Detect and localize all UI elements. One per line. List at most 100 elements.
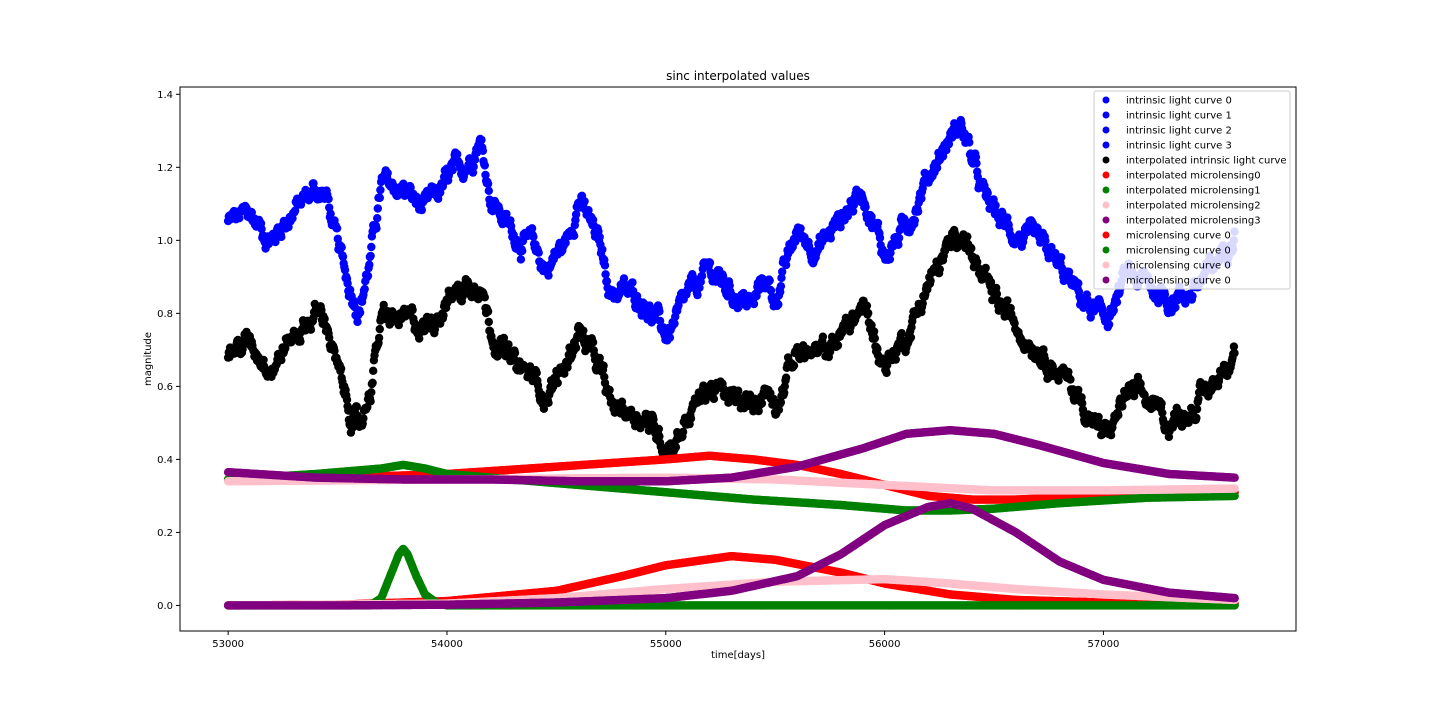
data-point [757, 399, 767, 408]
data-point [532, 368, 541, 378]
data-point [478, 146, 488, 155]
data-point [504, 340, 513, 349]
data-point [709, 394, 719, 404]
data-point [340, 265, 350, 275]
data-point [1057, 253, 1066, 262]
data-point [417, 205, 426, 215]
data-point [571, 210, 581, 219]
data-point [353, 317, 362, 327]
data-point [553, 378, 562, 388]
data-point [605, 385, 614, 395]
data-point [935, 265, 944, 274]
data-point [480, 293, 489, 302]
data-point [906, 333, 916, 342]
data-point [1074, 279, 1083, 288]
data-point [588, 338, 598, 347]
data-point [518, 246, 527, 256]
data-point [470, 155, 480, 164]
data-point [324, 194, 333, 204]
data-point [332, 224, 342, 233]
data-point [469, 162, 478, 171]
data-point [373, 214, 382, 223]
data-point [991, 201, 1000, 210]
data-point [862, 301, 872, 310]
data-point [1118, 402, 1127, 411]
data-point [516, 255, 526, 264]
data-point [375, 193, 384, 202]
data-point [376, 185, 385, 195]
data-point [368, 378, 377, 387]
data-point [277, 232, 286, 242]
data-point [352, 402, 361, 411]
data-point [367, 242, 376, 252]
series-0 [223, 115, 1239, 345]
data-point [678, 427, 688, 437]
data-point [271, 237, 280, 247]
data-point [967, 244, 976, 253]
data-point [374, 333, 384, 343]
data-point [439, 311, 448, 320]
data-point [366, 251, 375, 261]
data-point [1192, 413, 1201, 423]
data-point [913, 207, 923, 216]
data-point [697, 271, 707, 281]
chart-title: sinc interpolated values [666, 69, 810, 83]
data-point [1171, 303, 1180, 312]
data-point [776, 282, 786, 291]
data-point [601, 270, 610, 279]
data-point [483, 179, 493, 188]
data-point [483, 307, 493, 316]
data-point [296, 337, 305, 346]
data-point [599, 361, 608, 370]
data-point [628, 278, 637, 287]
data-point [595, 232, 604, 242]
data-point [655, 307, 664, 316]
data-point [383, 168, 392, 178]
data-point [926, 276, 935, 285]
data-point [873, 218, 883, 228]
data-point [870, 334, 879, 343]
data-point [326, 209, 335, 218]
data-point [670, 319, 679, 328]
data-point [580, 197, 589, 206]
data-point [257, 224, 266, 234]
data-point [360, 284, 369, 294]
data-point [579, 326, 588, 335]
data-point [337, 243, 346, 252]
data-point [373, 204, 382, 213]
data-point [826, 234, 835, 243]
data-point [963, 232, 972, 241]
data-point [1192, 404, 1202, 414]
data-point [359, 414, 368, 423]
data-point [571, 343, 581, 353]
data-point [561, 238, 570, 248]
data-point [484, 317, 493, 327]
data-point [1074, 385, 1083, 395]
data-point [686, 414, 696, 423]
data-point [527, 224, 537, 233]
data-point [864, 308, 873, 318]
data-point [448, 165, 457, 175]
data-point [705, 258, 715, 267]
data-point [1114, 411, 1123, 420]
data-point [693, 290, 702, 300]
data-point [453, 150, 462, 159]
data-point [477, 135, 486, 145]
data-point [1230, 348, 1239, 358]
data-point [1003, 296, 1012, 305]
data-point [654, 424, 663, 434]
data-point [534, 248, 543, 257]
data-point [619, 274, 629, 283]
data-point [600, 261, 610, 270]
data-point [510, 348, 520, 358]
data-point [408, 305, 417, 315]
data-point [598, 245, 607, 254]
data-point [671, 443, 681, 452]
data-point [818, 332, 828, 341]
data-point [789, 361, 799, 370]
data-point [375, 324, 384, 334]
data-point [480, 161, 489, 170]
data-point [972, 159, 981, 168]
data-point [544, 271, 553, 280]
